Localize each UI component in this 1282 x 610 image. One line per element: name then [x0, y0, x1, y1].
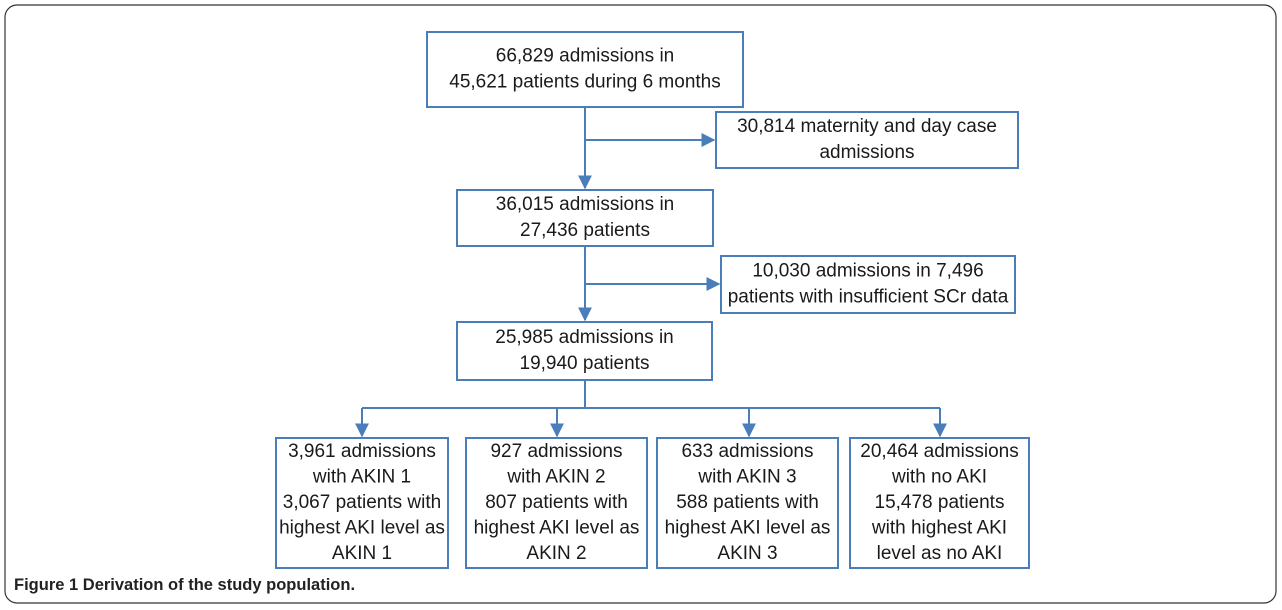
node-box — [456, 321, 713, 381]
caption-label: Figure 1 — [14, 576, 78, 594]
node-text: highest AKI level as — [474, 518, 640, 539]
node-box — [275, 437, 449, 569]
node-box — [720, 255, 1016, 314]
node-text: with AKIN 1 — [312, 467, 411, 488]
node-box — [715, 111, 1019, 169]
node-text: 25,985 admissions in — [495, 327, 674, 348]
caption: Figure 1 Derivation of the study populat… — [14, 576, 355, 594]
node-text: 36,015 admissions in — [496, 194, 675, 215]
node-text: 3,067 patients with — [283, 492, 441, 513]
node-text: patients with insufficient SCr data — [728, 287, 1009, 308]
node-box — [456, 189, 714, 247]
node-text: 10,030 admissions in 7,496 — [752, 261, 983, 282]
node: 633 admissions with AKIN 3 588 patients wi… — [656, 437, 839, 569]
node-text: 19,940 patients — [520, 353, 650, 374]
node-box — [656, 437, 839, 569]
node-text: level as no AKI — [877, 543, 1003, 564]
caption-text: Derivation of the study population. — [83, 576, 355, 594]
node: 30,814 maternity and day case admissions — [715, 111, 1019, 169]
node-text: with highest AKI — [871, 518, 1007, 539]
frame — [4, 4, 1277, 604]
node-text: 927 admissions — [490, 441, 622, 462]
node-text: 3,961 admissions — [288, 441, 436, 462]
node-text: 588 patients with — [676, 492, 819, 513]
node-text: 30,814 maternity and day case — [737, 116, 997, 137]
connectors — [355, 107, 947, 438]
node-text: with no AKI — [891, 467, 987, 488]
node: 66,829 admissions in 45,621 patients duri… — [426, 31, 744, 108]
nodes: 66,829 admissions in 45,621 patients duri… — [275, 31, 1030, 569]
node: 25,985 admissions in 19,940 patients — [456, 321, 713, 381]
node-text: AKIN 3 — [717, 543, 777, 564]
node-text: 15,478 patients — [875, 492, 1005, 513]
node-text: admissions — [819, 142, 914, 163]
node-text: 45,621 patients during 6 months — [449, 72, 720, 93]
node-box — [849, 437, 1030, 569]
node-text: 66,829 admissions in — [496, 46, 675, 67]
node-text: with AKIN 2 — [506, 467, 605, 488]
node-text: 807 patients with — [485, 492, 628, 513]
node-box — [465, 437, 648, 569]
node: 927 admissions with AKIN 2 807 patients wi… — [465, 437, 648, 569]
node-text: highest AKI level as — [279, 518, 445, 539]
node-text: 27,436 patients — [520, 220, 650, 241]
node-text: AKIN 1 — [332, 543, 392, 564]
node: 10,030 admissions in 7,496 patients with … — [720, 255, 1016, 314]
node-text: with AKIN 3 — [697, 467, 796, 488]
node-text: 633 admissions — [681, 441, 813, 462]
node: 20,464 admissions with no AKI 15,478 patie… — [849, 437, 1030, 569]
node-text: 20,464 admissions — [860, 441, 1018, 462]
node: 36,015 admissions in 27,436 patients — [456, 189, 714, 247]
node-box — [426, 31, 744, 108]
node: 3,961 admissions with AKIN 1 3,067 patient… — [275, 437, 449, 569]
node-text: AKIN 2 — [526, 543, 586, 564]
node-text: highest AKI level as — [665, 518, 831, 539]
